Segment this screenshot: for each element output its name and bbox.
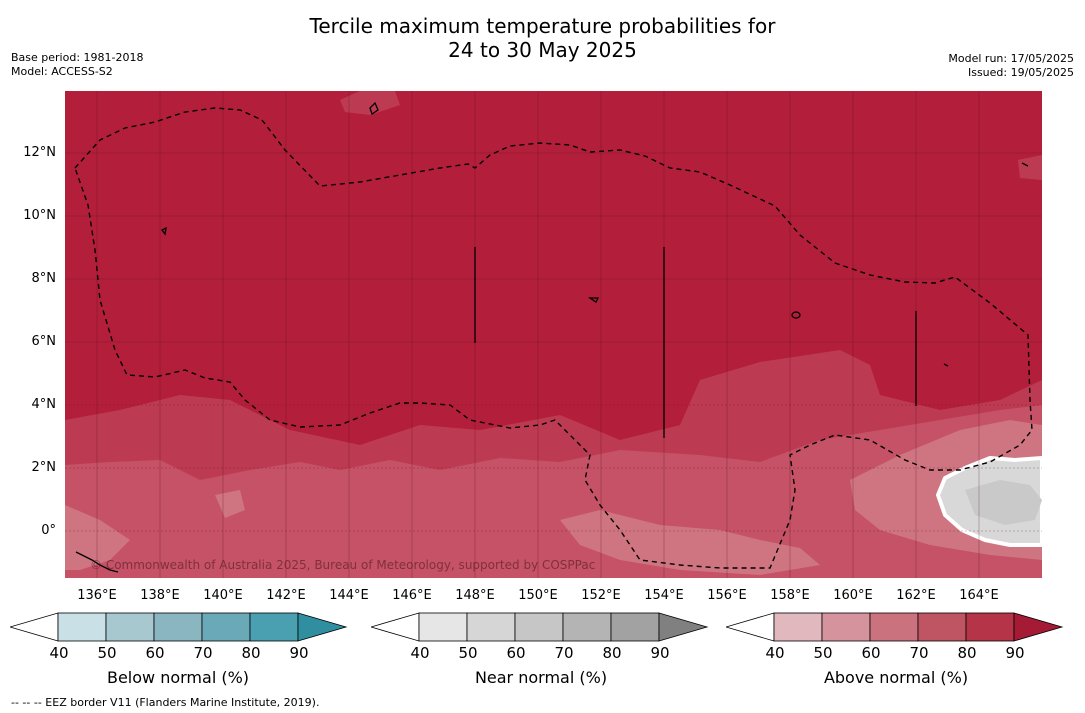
- colorbar-swatch: [514, 612, 564, 642]
- colorbar-below-label: Below normal (%): [106, 668, 250, 687]
- above-80-patch-right: [1018, 155, 1042, 180]
- cb-tick: 60: [506, 644, 526, 662]
- above-60-region: [65, 505, 130, 570]
- lat-tick: 6°N: [31, 334, 57, 349]
- colorbar-near-label: Near normal (%): [474, 668, 608, 687]
- lat-tick: 0°: [41, 523, 56, 538]
- above-80-patch-top: [340, 91, 400, 115]
- cb-tick: 60: [145, 644, 165, 662]
- cb-tick: 40: [410, 644, 430, 662]
- lon-tick: 140°E: [203, 588, 243, 603]
- lat-tick: 12°N: [23, 145, 56, 160]
- lat-tick: 2°N: [31, 460, 57, 475]
- lon-tick: 158°E: [770, 588, 810, 603]
- colorbar-swatch: [105, 612, 155, 642]
- lon-tick: 144°E: [329, 588, 369, 603]
- above-60-region-2: [560, 510, 820, 575]
- cb-tick: 50: [813, 644, 833, 662]
- model-run: Model run: 17/05/2025: [948, 52, 1074, 65]
- copyright-text: © Commonwealth of Australia 2025, Bureau…: [90, 558, 596, 572]
- cb-tick: 80: [241, 644, 261, 662]
- map-field: [65, 91, 1042, 578]
- colorbar-swatch: [562, 612, 612, 642]
- graticule: [65, 91, 1042, 578]
- cb-tick: 90: [650, 644, 670, 662]
- lat-tick: 10°N: [23, 208, 56, 223]
- lon-tick: 138°E: [140, 588, 180, 603]
- colorbar-extend-high: [1013, 612, 1064, 642]
- colorbar-swatch: [821, 612, 871, 642]
- colorbar-below: [10, 612, 348, 642]
- meta-left: Base period: 1981-2018 Model: ACCESS-S2: [11, 51, 143, 79]
- issued-date: Issued: 19/05/2025: [967, 66, 1074, 79]
- lon-tick: 164°E: [959, 588, 999, 603]
- cb-tick: 50: [458, 644, 478, 662]
- lon-tick: 142°E: [266, 588, 306, 603]
- colorbar-above: [726, 612, 1064, 642]
- lon-tick: 162°E: [896, 588, 936, 603]
- colorbar-swatch: [917, 612, 967, 642]
- colorbar-swatch: [965, 612, 1015, 642]
- colorbar-extend-high: [297, 612, 348, 642]
- colorbar-above-label: Above normal (%): [823, 668, 969, 687]
- colorbar-swatch: [201, 612, 251, 642]
- title-line-2: 24 to 30 May 2025: [448, 38, 637, 62]
- cb-tick: 50: [97, 644, 117, 662]
- colorbar-swatch: [773, 612, 823, 642]
- colorbar-swatch: [153, 612, 203, 642]
- map-title: Tercile maximum temperature probabilitie…: [0, 14, 1085, 62]
- above-60-region-4: [215, 490, 245, 518]
- cb-tick: 70: [193, 644, 213, 662]
- colorbar-near: [371, 612, 709, 642]
- lat-tick: 8°N: [31, 271, 57, 286]
- colorbar-extend-low: [371, 612, 420, 642]
- lon-tick: 154°E: [644, 588, 684, 603]
- model-name: Model: ACCESS-S2: [11, 65, 113, 78]
- lon-tick: 150°E: [518, 588, 558, 603]
- colorbar-swatch: [610, 612, 660, 642]
- cb-tick: 90: [1005, 644, 1025, 662]
- meta-right: Model run: 17/05/2025 Issued: 19/05/2025: [948, 52, 1074, 80]
- colorbar-extend-low: [10, 612, 59, 642]
- title-line-1: Tercile maximum temperature probabilitie…: [309, 14, 776, 38]
- lon-tick: 160°E: [833, 588, 873, 603]
- lon-tick: 146°E: [392, 588, 432, 603]
- near-normal-core: [965, 480, 1042, 525]
- colorbar-extend-high: [658, 612, 709, 642]
- lon-tick: 152°E: [581, 588, 621, 603]
- lon-tick: 136°E: [77, 588, 117, 603]
- colorbar-swatch: [418, 612, 468, 642]
- lat-tick: 4°N: [31, 397, 57, 412]
- eez-footnote: -- -- -- EEZ border V11 (Flanders Marine…: [11, 696, 320, 709]
- colorbar-swatch: [869, 612, 919, 642]
- islands: [75, 101, 1029, 573]
- cb-tick: 40: [49, 644, 69, 662]
- cb-tick: 40: [765, 644, 785, 662]
- colorbar-swatch: [249, 612, 299, 642]
- base-period: Base period: 1981-2018: [11, 51, 144, 64]
- cb-tick: 80: [957, 644, 977, 662]
- colorbar-swatch: [57, 612, 107, 642]
- cb-tick: 90: [289, 644, 309, 662]
- colorbar-swatch: [466, 612, 516, 642]
- cb-tick: 70: [554, 644, 574, 662]
- lon-tick: 156°E: [707, 588, 747, 603]
- cb-tick: 80: [602, 644, 622, 662]
- lon-tick: 148°E: [455, 588, 495, 603]
- above-70-region: [65, 405, 1042, 578]
- cb-tick: 70: [909, 644, 929, 662]
- colorbar-extend-low: [726, 612, 775, 642]
- cb-tick: 60: [861, 644, 881, 662]
